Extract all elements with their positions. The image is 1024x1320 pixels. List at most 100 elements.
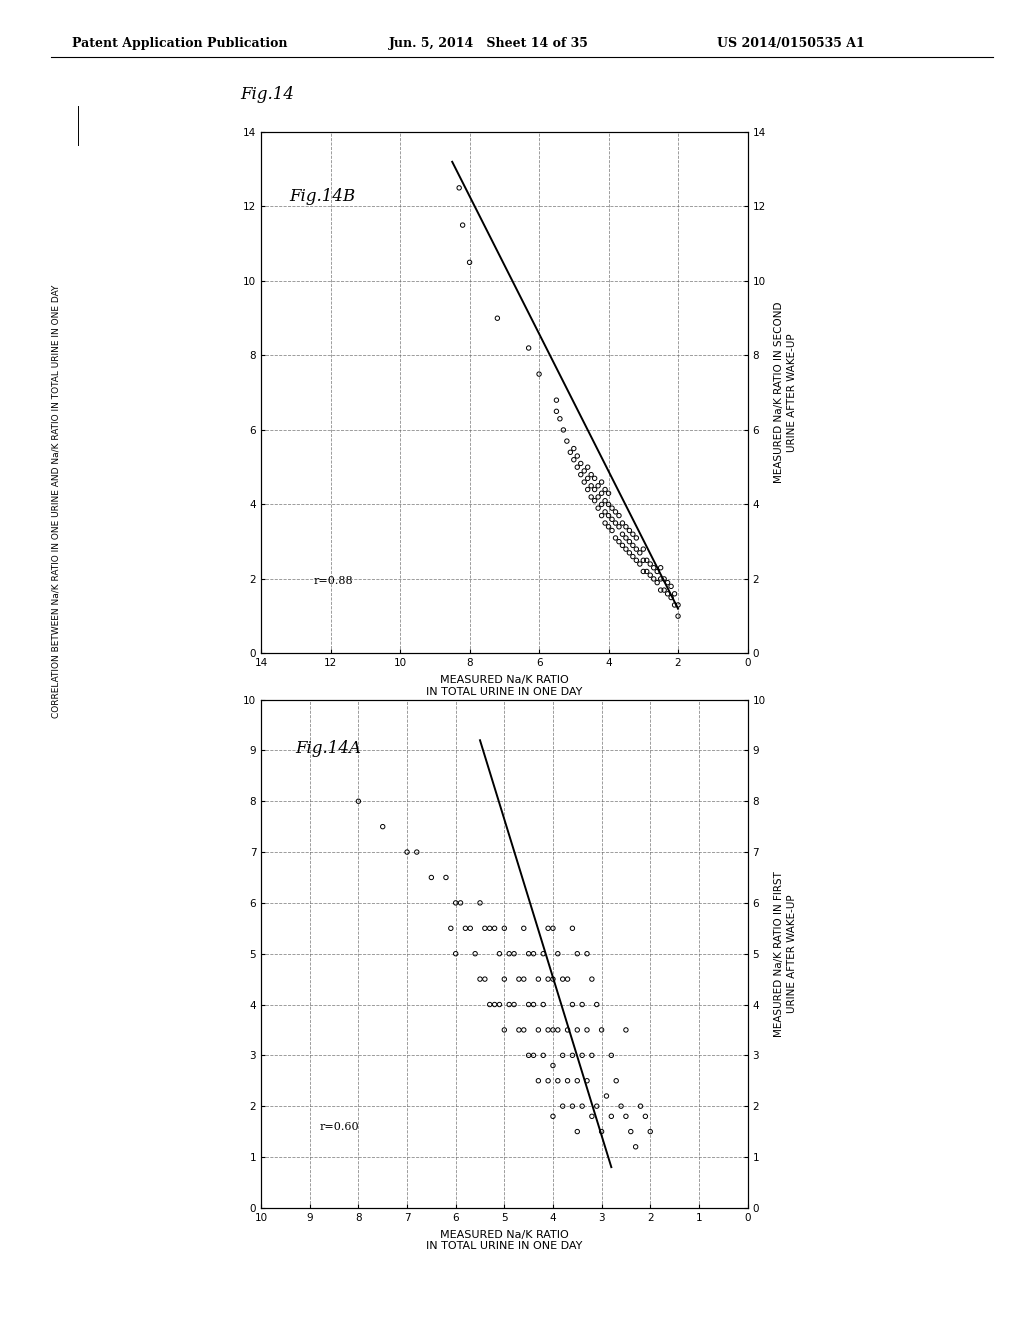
Point: [569, 1121, 586, 1142]
Point: [587, 490, 603, 511]
Point: [645, 569, 662, 590]
Point: [622, 520, 638, 541]
Point: [562, 442, 579, 463]
X-axis label: MEASURED Na/K RATIO
IN TOTAL URINE IN ONE DAY: MEASURED Na/K RATIO IN TOTAL URINE IN ON…: [426, 676, 583, 697]
Point: [642, 1121, 658, 1142]
Point: [548, 389, 564, 411]
Text: Patent Application Publication: Patent Application Publication: [72, 37, 287, 50]
Point: [604, 520, 621, 541]
Point: [577, 461, 593, 482]
Point: [492, 994, 508, 1015]
Point: [610, 516, 627, 537]
Point: [496, 969, 512, 990]
Point: [583, 475, 599, 496]
Point: [590, 498, 606, 519]
Point: [520, 994, 537, 1015]
Point: [573, 1096, 590, 1117]
Point: [564, 1096, 581, 1117]
Point: [604, 498, 621, 519]
Point: [603, 1106, 620, 1127]
Point: [610, 531, 627, 552]
Point: [652, 557, 669, 578]
Point: [587, 467, 603, 488]
Point: [589, 1096, 605, 1117]
Point: [625, 546, 641, 568]
Text: r=0.60: r=0.60: [319, 1122, 359, 1131]
Point: [516, 969, 532, 990]
Point: [600, 494, 616, 515]
Point: [489, 308, 506, 329]
Point: [545, 1106, 561, 1127]
Point: [600, 506, 616, 527]
Point: [550, 1019, 566, 1040]
Point: [584, 969, 600, 990]
Point: [506, 942, 522, 964]
Text: US 2014/0150535 A1: US 2014/0150535 A1: [717, 37, 864, 50]
Point: [486, 994, 503, 1015]
Point: [530, 363, 547, 384]
Point: [670, 594, 686, 615]
Point: [580, 479, 596, 500]
Point: [451, 177, 467, 198]
Point: [590, 487, 606, 508]
Y-axis label: MEASURED Na/K RATIO IN SECOND
URINE AFTER WAKE-UP: MEASURED Na/K RATIO IN SECOND URINE AFTE…: [774, 302, 797, 483]
Point: [670, 606, 686, 627]
Point: [580, 467, 596, 488]
Text: r=0.88: r=0.88: [313, 577, 353, 586]
Point: [593, 1019, 609, 1040]
Text: Fig.14B: Fig.14B: [289, 187, 355, 205]
Point: [520, 338, 537, 359]
Point: [603, 1045, 620, 1067]
Point: [635, 539, 651, 560]
Point: [580, 457, 596, 478]
Point: [457, 917, 473, 939]
Point: [642, 565, 658, 586]
Point: [550, 942, 566, 964]
Point: [579, 1019, 595, 1040]
Point: [569, 457, 586, 478]
Point: [559, 430, 575, 451]
Point: [545, 969, 561, 990]
Point: [589, 994, 605, 1015]
Point: [622, 543, 638, 564]
Point: [663, 587, 679, 609]
Point: [617, 1019, 634, 1040]
Point: [594, 506, 610, 527]
Point: [550, 1071, 566, 1092]
Point: [540, 1071, 556, 1092]
Point: [594, 494, 610, 515]
Point: [652, 569, 669, 590]
Point: [659, 572, 676, 593]
Point: [455, 215, 471, 236]
Point: [467, 942, 483, 964]
Point: [607, 502, 624, 523]
Point: [552, 408, 568, 429]
Point: [481, 994, 498, 1015]
Point: [472, 892, 488, 913]
Point: [659, 583, 676, 605]
Point: [476, 917, 494, 939]
Point: [462, 917, 478, 939]
Point: [628, 549, 644, 570]
Point: [573, 1045, 590, 1067]
Point: [642, 553, 658, 574]
Point: [453, 892, 469, 913]
Point: [409, 842, 425, 863]
Point: [564, 994, 581, 1015]
Point: [496, 1019, 512, 1040]
Point: [614, 524, 631, 545]
Point: [617, 539, 634, 560]
Point: [530, 969, 547, 990]
Point: [555, 969, 571, 990]
Point: [375, 816, 391, 837]
Point: [516, 917, 532, 939]
Point: [565, 449, 582, 470]
Point: [652, 579, 669, 601]
Point: [632, 1096, 649, 1117]
Text: Fig.14A: Fig.14A: [295, 741, 361, 758]
Point: [639, 549, 655, 570]
Point: [587, 479, 603, 500]
Point: [535, 942, 551, 964]
Point: [492, 942, 508, 964]
Point: [579, 942, 595, 964]
